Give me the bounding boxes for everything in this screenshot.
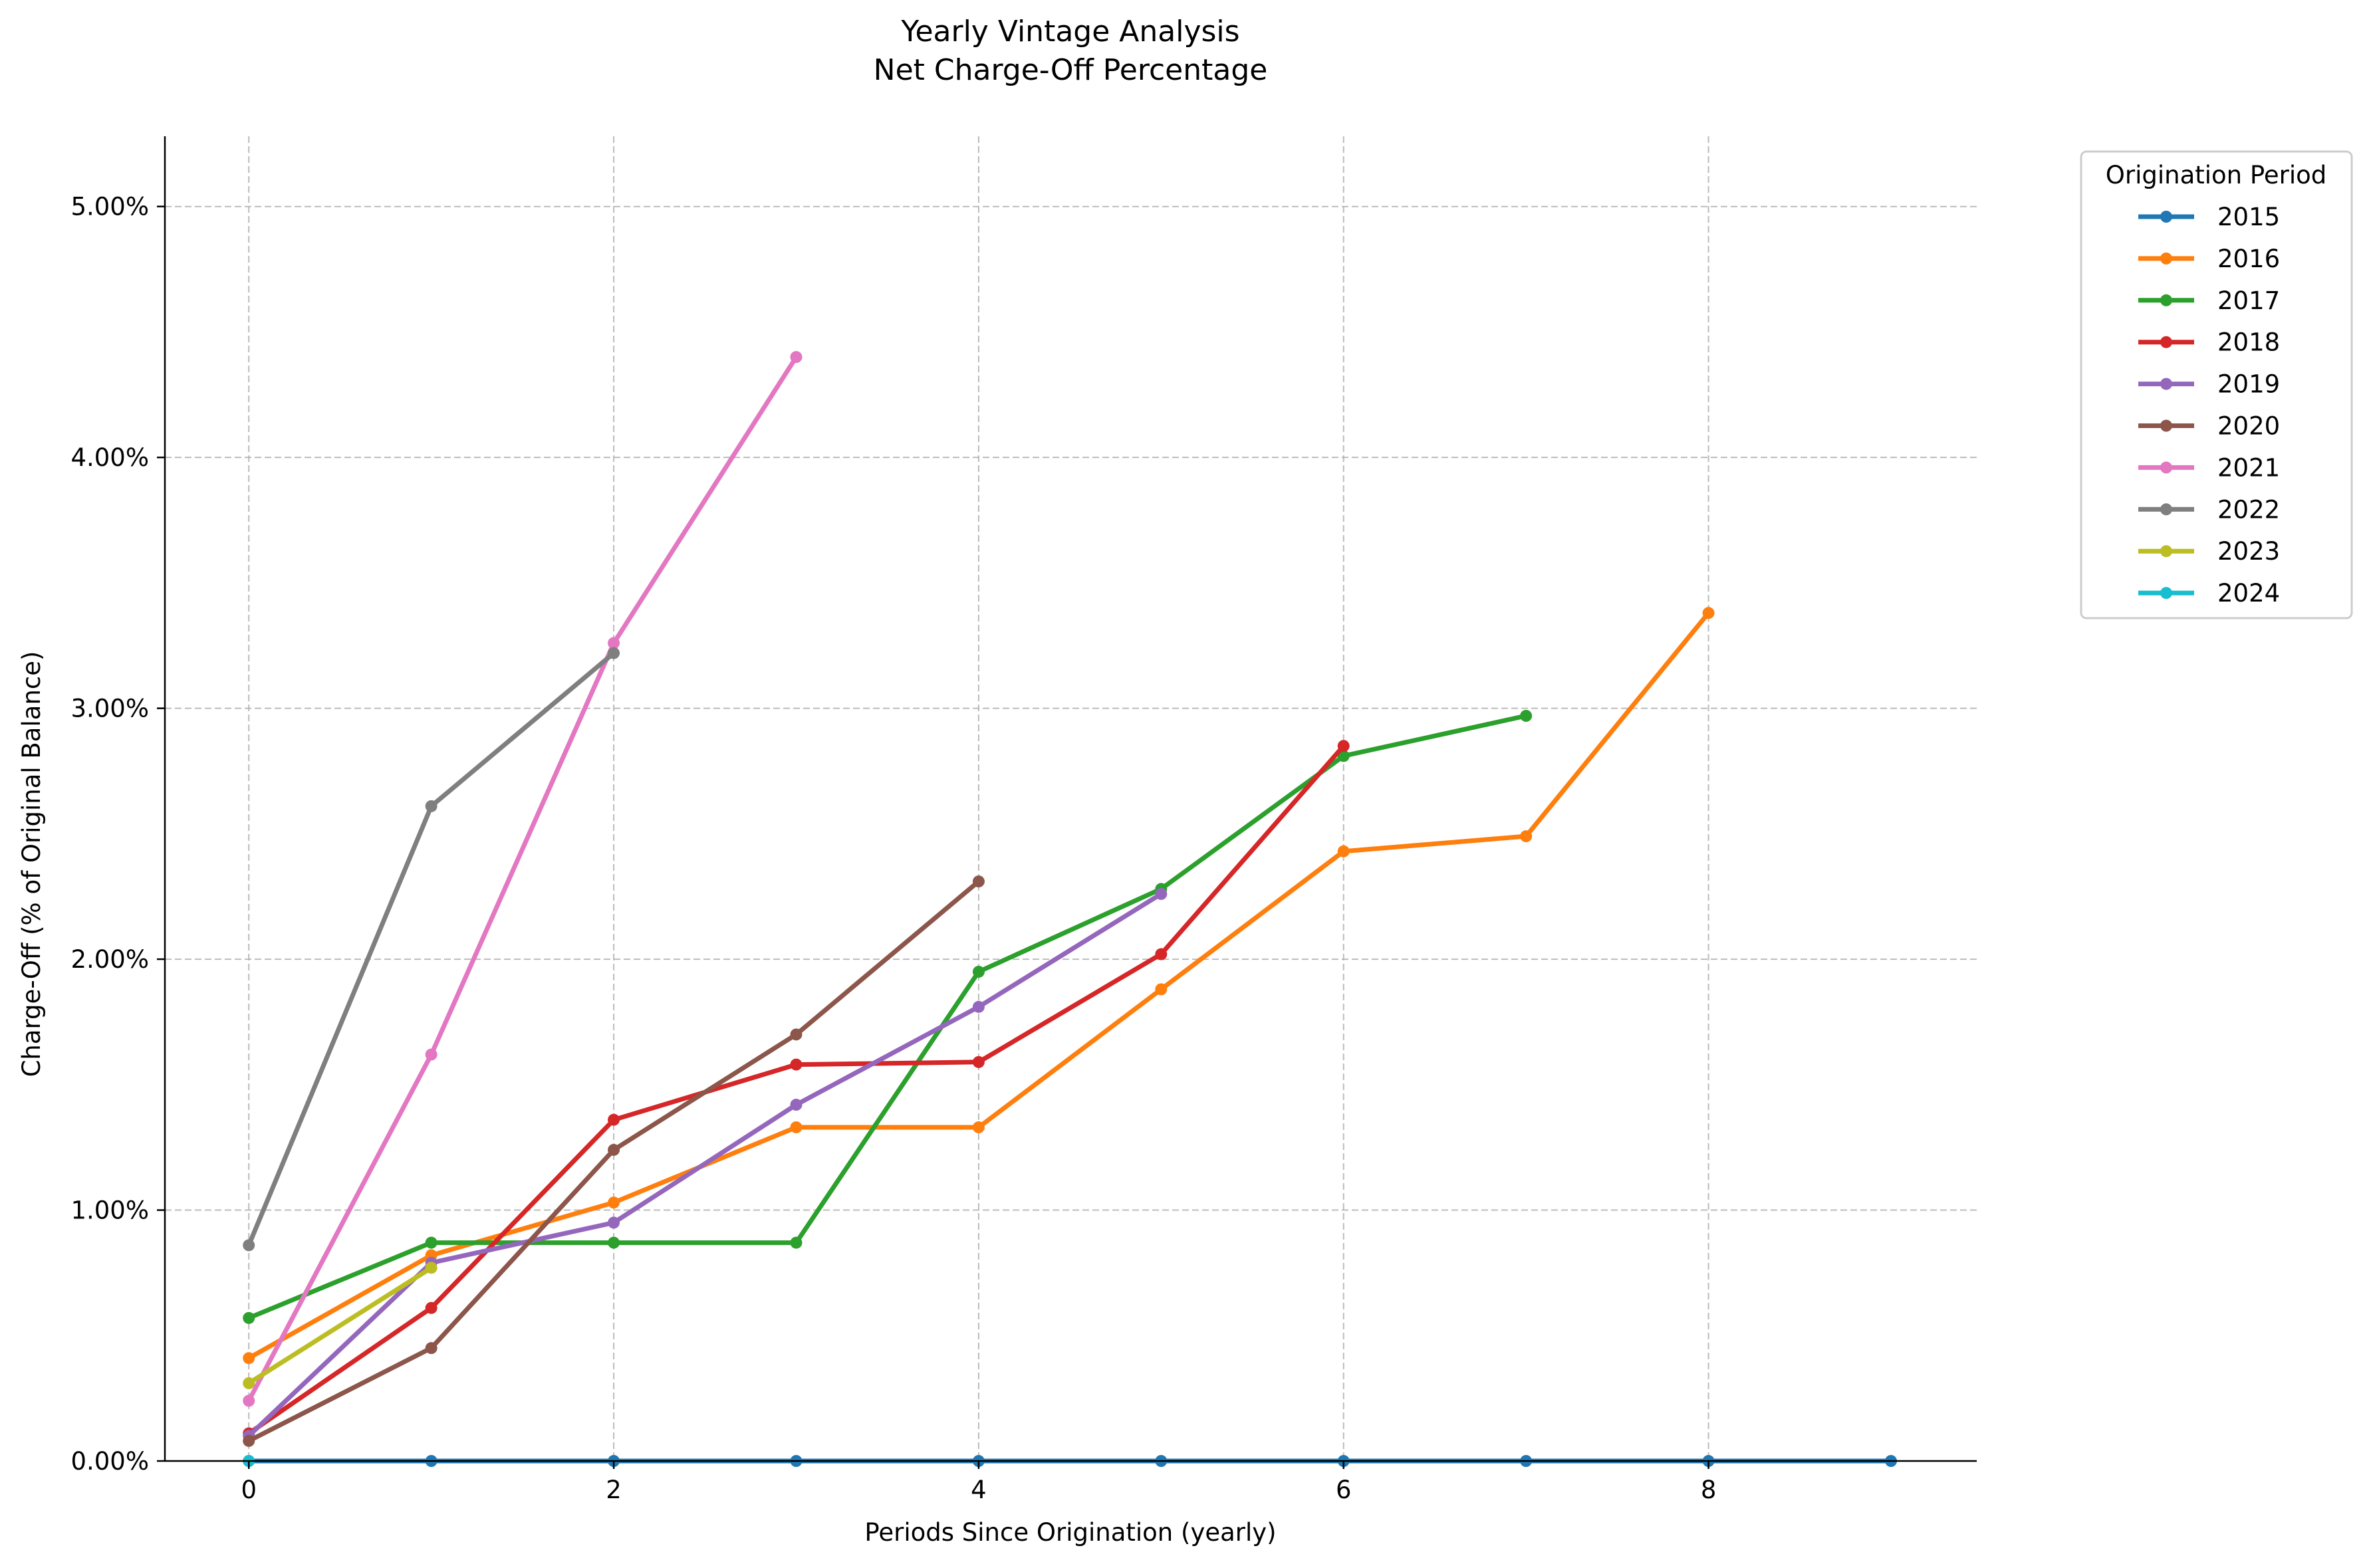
legend-title: Origination Period xyxy=(2106,161,2327,189)
series-lines xyxy=(243,351,1898,1467)
legend-box xyxy=(2080,150,2353,619)
y-tick-label: 0.00% xyxy=(70,1447,149,1476)
x-tick-label: 6 xyxy=(1336,1476,1352,1504)
data-point-2022 xyxy=(243,1239,255,1252)
legend-marker-2022 xyxy=(2160,503,2172,516)
data-point-2016 xyxy=(243,1352,255,1365)
ticks: 0 2 4 6 8 0.00% 1.00% 2.00% 3.00% 4.00% 5.00% xyxy=(70,193,1716,1504)
legend-marker-2020 xyxy=(2160,419,2172,432)
data-point-2018 xyxy=(608,1113,620,1126)
legend-label-2018: 2018 xyxy=(2217,328,2280,357)
legend-label-2019: 2019 xyxy=(2217,370,2280,399)
data-point-2021 xyxy=(790,351,803,364)
axes xyxy=(164,136,1977,1462)
series-line-2021 xyxy=(246,354,799,1403)
data-point-2016 xyxy=(790,1121,803,1133)
data-point-2021 xyxy=(243,1395,255,1407)
data-point-2020 xyxy=(243,1434,255,1447)
data-point-2016 xyxy=(1520,830,1533,843)
data-point-2020 xyxy=(972,875,985,888)
y-tick-label: 1.00% xyxy=(70,1196,149,1225)
data-point-2022 xyxy=(608,647,620,659)
grid xyxy=(165,136,1977,1462)
legend-label-2021: 2021 xyxy=(2217,453,2280,482)
data-point-2019 xyxy=(1155,887,1168,900)
legend-marker-2021 xyxy=(2160,461,2172,474)
data-point-2019 xyxy=(608,1216,620,1229)
data-point-2017 xyxy=(608,1236,620,1249)
x-tick-label: 2 xyxy=(606,1476,622,1504)
legend-label-2024: 2024 xyxy=(2217,579,2280,608)
data-point-2016 xyxy=(972,1121,985,1133)
data-point-2018 xyxy=(1337,740,1350,752)
data-point-2016 xyxy=(1337,845,1350,857)
data-point-2018 xyxy=(1155,948,1168,960)
legend: Origination Period 201520162017201820192… xyxy=(2080,150,2353,619)
data-point-2017 xyxy=(425,1236,437,1249)
legend-marker-2019 xyxy=(2160,378,2172,390)
x-tick-label: 4 xyxy=(971,1476,987,1504)
data-point-2016 xyxy=(1155,983,1168,996)
data-point-2017 xyxy=(1520,709,1533,722)
legend-label-2022: 2022 xyxy=(2217,495,2280,524)
data-point-2016 xyxy=(608,1196,620,1209)
data-point-2021 xyxy=(425,1048,437,1061)
x-tick-label: 8 xyxy=(1701,1476,1717,1504)
data-point-2021 xyxy=(608,637,620,649)
data-point-2020 xyxy=(425,1342,437,1355)
legend-label-2020: 2020 xyxy=(2217,412,2280,441)
legend-marker-2018 xyxy=(2160,336,2172,348)
series-line-2023 xyxy=(246,1265,434,1386)
legend-marker-2016 xyxy=(2160,252,2172,265)
series-line-2019 xyxy=(246,891,1164,1438)
legend-items: 2015 2016 2017 2018 2019 2020 2021 2022 2023 2024 xyxy=(2138,203,2280,608)
series-line-2022 xyxy=(246,651,616,1248)
data-point-2019 xyxy=(972,1000,985,1013)
legend-marker-2023 xyxy=(2160,545,2172,558)
legend-label-2015: 2015 xyxy=(2217,203,2280,231)
data-point-2020 xyxy=(790,1028,803,1041)
data-point-2020 xyxy=(608,1143,620,1156)
data-point-2022 xyxy=(425,800,437,812)
y-tick-label: 5.00% xyxy=(70,193,149,221)
legend-label-2023: 2023 xyxy=(2217,537,2280,566)
data-point-2017 xyxy=(1337,750,1350,762)
data-point-2018 xyxy=(425,1301,437,1314)
data-point-2023 xyxy=(243,1377,255,1389)
series-line-2017 xyxy=(246,713,1529,1321)
y-tick-label: 3.00% xyxy=(70,695,149,723)
legend-marker-2015 xyxy=(2160,211,2172,223)
y-axis-label: Charge-Off (% of Original Balance) xyxy=(17,651,46,1077)
legend-marker-2024 xyxy=(2160,587,2172,600)
x-tick-label: 0 xyxy=(241,1476,257,1504)
data-point-2017 xyxy=(972,965,985,978)
legend-label-2017: 2017 xyxy=(2217,286,2280,315)
data-point-2018 xyxy=(972,1056,985,1068)
y-tick-label: 4.00% xyxy=(70,443,149,472)
chart-subtitle: Net Charge-Off Percentage xyxy=(874,53,1268,87)
data-point-2018 xyxy=(790,1058,803,1071)
data-point-2023 xyxy=(425,1262,437,1274)
x-axis-label: Periods Since Origination (yearly) xyxy=(864,1518,1276,1547)
data-point-2017 xyxy=(243,1311,255,1324)
legend-marker-2017 xyxy=(2160,294,2172,306)
chart-title: Yearly Vintage Analysis xyxy=(900,15,1239,49)
data-point-2016 xyxy=(1702,607,1715,619)
y-tick-label: 2.00% xyxy=(70,945,149,974)
data-point-2017 xyxy=(790,1236,803,1249)
data-point-2019 xyxy=(790,1099,803,1111)
legend-label-2016: 2016 xyxy=(2217,245,2280,273)
